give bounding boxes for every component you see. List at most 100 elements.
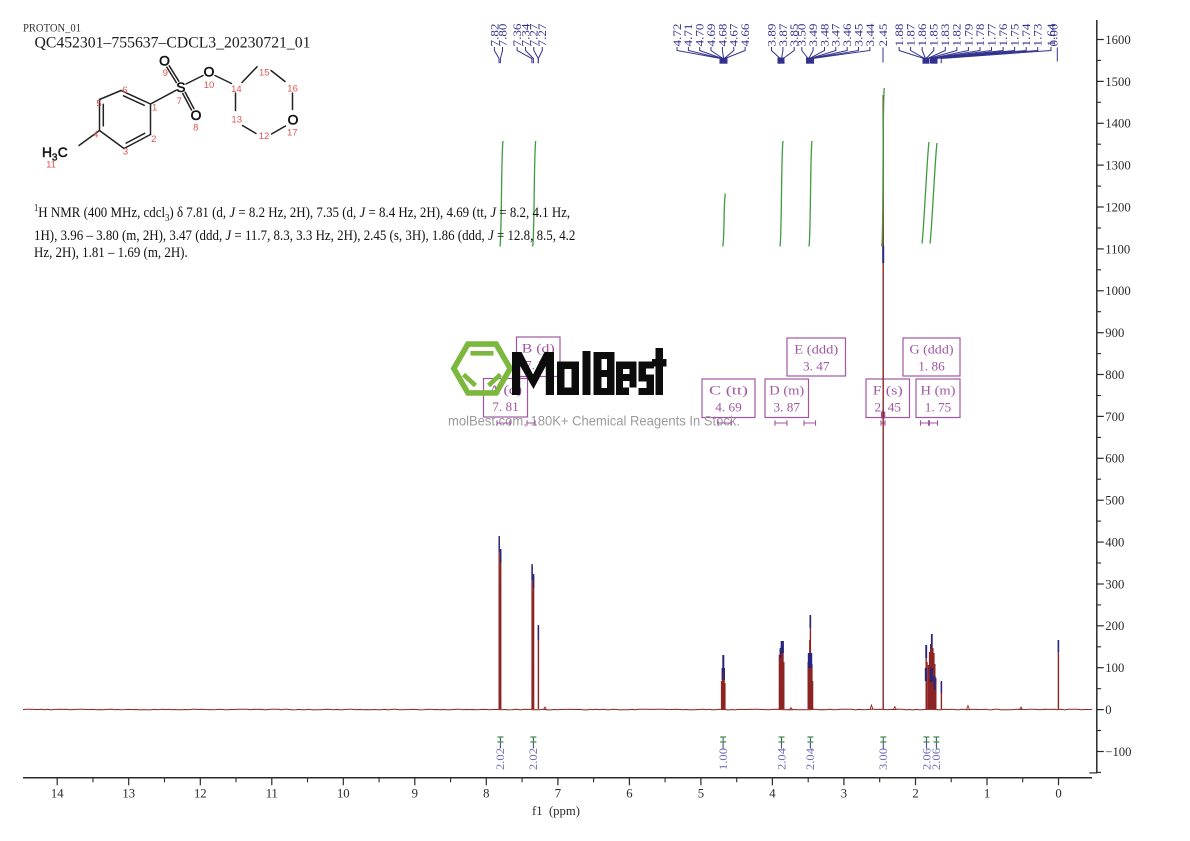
svg-text:1. 75: 1. 75 [925, 400, 952, 415]
svg-text:O: O [288, 113, 299, 128]
svg-text:3. 47: 3. 47 [803, 359, 830, 374]
svg-text:H: H [42, 145, 52, 160]
svg-text:10: 10 [337, 787, 350, 801]
svg-text:2: 2 [912, 787, 918, 801]
svg-text:6: 6 [626, 787, 632, 801]
svg-text:4.68: 4.68 [715, 23, 729, 46]
svg-text:3.49: 3.49 [806, 23, 820, 46]
svg-text:1.78: 1.78 [973, 23, 987, 46]
svg-text:4.69: 4.69 [704, 23, 718, 46]
svg-text:3.44: 3.44 [863, 23, 877, 46]
svg-text:7: 7 [555, 787, 561, 801]
svg-text:14: 14 [231, 84, 242, 95]
svg-text:500: 500 [1105, 494, 1124, 508]
svg-text:9: 9 [412, 787, 418, 801]
svg-text:1.77: 1.77 [984, 23, 998, 46]
svg-text:11: 11 [266, 787, 278, 801]
svg-text:0: 0 [1055, 787, 1061, 801]
svg-text:1100: 1100 [1105, 242, 1130, 256]
svg-text:1200: 1200 [1105, 200, 1130, 214]
svg-text:1.75: 1.75 [1008, 23, 1022, 46]
svg-text:1.87: 1.87 [904, 23, 918, 46]
svg-text:1300: 1300 [1105, 159, 1130, 173]
svg-text:1.82: 1.82 [950, 23, 964, 46]
svg-text:4.72: 4.72 [670, 23, 684, 46]
svg-text:QC452301–755637–CDCL3_20230721: QC452301–755637–CDCL3_20230721_01 [35, 34, 311, 51]
svg-text:H (m): H (m) [921, 383, 956, 398]
svg-text:14: 14 [51, 787, 64, 801]
svg-text:3.87: 3.87 [776, 23, 790, 46]
svg-text:3: 3 [52, 153, 58, 164]
svg-text:3.48: 3.48 [817, 23, 831, 46]
svg-text:f1 (ppm): f1 (ppm) [532, 804, 580, 818]
svg-text:1500: 1500 [1105, 75, 1130, 89]
svg-text:0: 0 [1105, 703, 1111, 717]
svg-text:molBest.com, 180K+ Chemical Re: molBest.com, 180K+ Chemical Reagents In … [448, 414, 740, 429]
svg-text:1.83: 1.83 [938, 23, 952, 46]
svg-text:7.27: 7.27 [527, 23, 541, 46]
svg-text:F (s): F (s) [873, 383, 903, 398]
svg-text:7. 81: 7. 81 [492, 399, 519, 414]
svg-text:3.00: 3.00 [878, 748, 890, 770]
svg-text:15: 15 [259, 68, 270, 79]
svg-text:PROTON_01: PROTON_01 [23, 23, 81, 35]
svg-text:5: 5 [698, 787, 704, 801]
svg-text:1400: 1400 [1105, 117, 1130, 131]
svg-text:B (d): B (d) [522, 341, 555, 356]
svg-text:3.89: 3.89 [764, 23, 778, 46]
svg-text:3.47: 3.47 [829, 23, 843, 46]
svg-text:10: 10 [204, 80, 215, 91]
svg-text:2.02: 2.02 [495, 748, 507, 770]
svg-text:2.04: 2.04 [776, 748, 788, 770]
svg-text:4.66: 4.66 [738, 23, 752, 46]
svg-text:3: 3 [123, 147, 128, 158]
svg-text:2.06: 2.06 [931, 748, 943, 770]
svg-text:5: 5 [96, 99, 101, 110]
svg-text:12: 12 [194, 787, 207, 801]
svg-text:2.02: 2.02 [528, 748, 540, 770]
svg-text:2.45: 2.45 [876, 23, 890, 46]
svg-text:1.86: 1.86 [915, 23, 929, 46]
svg-text:4.70: 4.70 [693, 23, 707, 46]
svg-text:2.06: 2.06 [921, 748, 933, 770]
svg-text:1: 1 [152, 102, 157, 113]
svg-text:1000: 1000 [1105, 284, 1130, 298]
svg-text:3. 87: 3. 87 [774, 400, 801, 415]
svg-text:3.45: 3.45 [851, 23, 865, 46]
svg-text:700: 700 [1105, 410, 1124, 424]
svg-text:800: 800 [1105, 368, 1124, 382]
svg-text:7: 7 [177, 96, 182, 107]
svg-text:3: 3 [841, 787, 847, 801]
svg-text:C: C [58, 145, 68, 160]
svg-text:1600: 1600 [1105, 33, 1130, 47]
svg-text:9: 9 [163, 68, 168, 79]
svg-text:−100: −100 [1105, 745, 1131, 759]
svg-text:12: 12 [259, 131, 270, 142]
svg-text:4: 4 [769, 787, 776, 801]
svg-text:0.00: 0.00 [1047, 23, 1061, 46]
svg-text:O: O [159, 54, 170, 69]
svg-text:400: 400 [1105, 536, 1124, 550]
svg-text:8: 8 [483, 787, 489, 801]
svg-text:8: 8 [193, 122, 198, 133]
svg-text:1.73: 1.73 [1031, 23, 1045, 46]
svg-text:1.79: 1.79 [961, 23, 975, 46]
svg-text:4. 69: 4. 69 [715, 400, 742, 415]
svg-text:7.80: 7.80 [495, 23, 509, 46]
svg-text:2: 2 [151, 134, 156, 145]
svg-text:11: 11 [46, 160, 56, 171]
svg-text:1.88: 1.88 [892, 23, 906, 46]
svg-text:2. 45: 2. 45 [875, 400, 902, 415]
svg-text:C (tt): C (tt) [709, 383, 748, 398]
svg-text:4.71: 4.71 [681, 23, 695, 46]
svg-text:3.46: 3.46 [840, 23, 854, 46]
svg-text:300: 300 [1105, 577, 1124, 591]
svg-text:1.74: 1.74 [1019, 23, 1033, 46]
svg-text:7.82: 7.82 [487, 23, 501, 46]
svg-text:100: 100 [1105, 661, 1124, 675]
svg-text:6: 6 [122, 85, 127, 96]
svg-text:O: O [204, 65, 215, 80]
svg-text:16: 16 [287, 84, 298, 95]
svg-text:G (ddd): G (ddd) [910, 342, 954, 357]
svg-text:900: 900 [1105, 326, 1124, 340]
